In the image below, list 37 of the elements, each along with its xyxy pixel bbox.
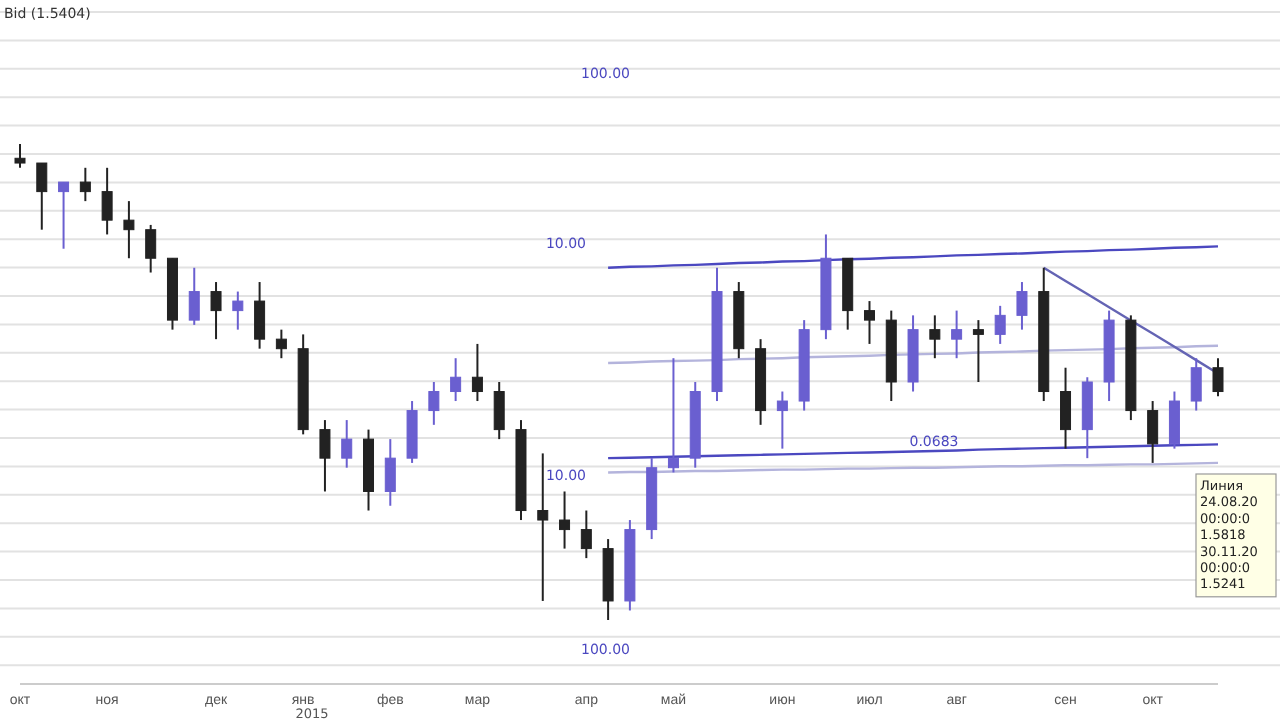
- candlestick: [406, 400, 418, 464]
- candlestick: [232, 290, 244, 331]
- candlestick: [1147, 400, 1159, 464]
- candlestick: [14, 143, 26, 169]
- candlestick: [79, 166, 91, 203]
- candlestick: [667, 357, 679, 474]
- candlestick: [580, 509, 592, 560]
- candlestick: [123, 200, 135, 260]
- candlestick: [1081, 376, 1093, 460]
- candlestick: [384, 438, 396, 507]
- candlestick: [1190, 357, 1202, 412]
- candlestick: [428, 381, 440, 426]
- candlestick: [863, 300, 875, 345]
- candlestick: [972, 319, 984, 383]
- candlestick: [254, 281, 266, 350]
- candlestick: [951, 309, 963, 360]
- candlestick: [101, 166, 113, 236]
- candlestick: [145, 223, 157, 274]
- candlestick: [58, 181, 70, 250]
- candlestick: [1060, 366, 1072, 450]
- candlestick: [929, 314, 941, 360]
- candlestick: [1016, 281, 1028, 331]
- candlestick: [36, 162, 48, 231]
- candlestick: [341, 419, 353, 469]
- candlestick: [319, 419, 331, 493]
- candlestick: [188, 266, 200, 326]
- candlestick: [776, 390, 788, 450]
- candlestick: [471, 342, 483, 403]
- candlestick: [450, 357, 462, 403]
- candlestick: [275, 328, 287, 360]
- candlestick: [537, 452, 549, 602]
- candlestick: [559, 490, 571, 550]
- candlestick: [1168, 390, 1180, 450]
- candlestick: [994, 304, 1006, 345]
- candlestick: [1212, 357, 1224, 398]
- candlestick: [493, 381, 505, 441]
- candlestick: [210, 281, 222, 341]
